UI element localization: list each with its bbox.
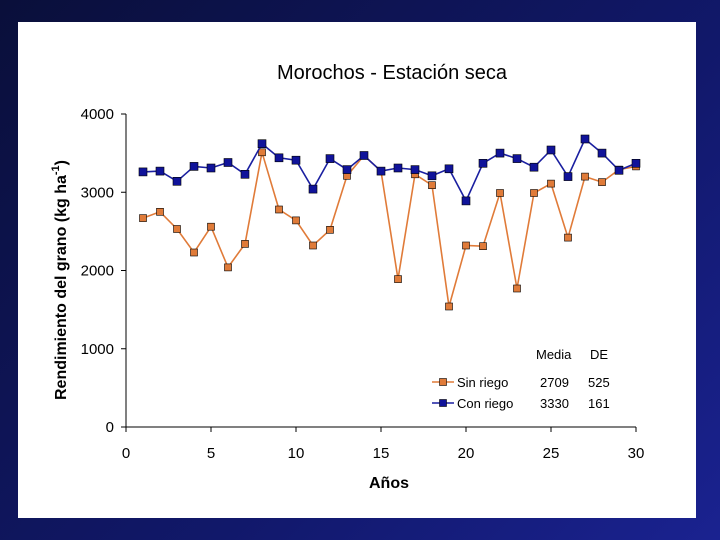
data-point-sin-riego (598, 178, 606, 186)
data-point-con-riego (512, 154, 522, 163)
data-point-con-riego (444, 164, 454, 174)
x-tick-labels: 0 5 10 15 20 25 30 (122, 445, 645, 462)
data-point-con-riego (546, 145, 556, 155)
data-point-con-riego (597, 148, 607, 158)
legend-marker-con-riego (439, 399, 447, 407)
data-point-con-riego (189, 162, 199, 171)
x-tick-label: 15 (373, 445, 390, 462)
data-point-sin-riego (513, 284, 521, 293)
data-point-con-riego (291, 155, 301, 165)
x-tick-label: 10 (288, 445, 305, 462)
data-point-con-riego (461, 196, 471, 206)
x-tick-label: 25 (543, 445, 560, 462)
data-point-sin-riego (292, 216, 300, 225)
data-point-con-riego (529, 162, 539, 172)
legend-header-mean: Media (536, 347, 572, 362)
data-point-sin-riego (462, 241, 470, 250)
data-point-con-riego (155, 166, 165, 176)
data-point-con-riego (257, 139, 267, 148)
x-tick-label: 20 (458, 445, 475, 462)
data-point-con-riego (614, 166, 624, 175)
data-point-sin-riego (224, 263, 232, 272)
data-point-con-riego (410, 165, 420, 174)
data-point-sin-riego (530, 189, 538, 197)
data-point-con-riego (274, 153, 284, 163)
x-axis-label: Años (369, 475, 409, 492)
data-point-con-riego (308, 184, 318, 194)
slide-panel: Morochos - Estación seca Rendimiento del… (18, 22, 696, 518)
data-point-con-riego (563, 172, 573, 181)
legend-sd-sin-riego: 525 (588, 375, 610, 390)
data-point-sin-riego (394, 275, 402, 283)
data-point-sin-riego (190, 248, 198, 257)
data-point-con-riego (138, 167, 148, 177)
series-line-sin-riego (142, 152, 637, 307)
y-tick-label: 4000 (81, 106, 114, 123)
axes (121, 113, 637, 432)
data-point-con-riego (359, 151, 369, 160)
data-point-con-riego (325, 154, 335, 163)
y-tick-label: 0 (106, 419, 114, 436)
x-tick-label: 30 (628, 445, 645, 462)
y-tick-label: 2000 (81, 263, 114, 280)
data-point-sin-riego (258, 148, 266, 157)
x-tick-label: 5 (207, 445, 215, 462)
data-point-con-riego (240, 170, 250, 179)
data-point-sin-riego (428, 181, 436, 189)
data-point-sin-riego (326, 226, 334, 234)
series-group (138, 134, 641, 311)
data-point-sin-riego (581, 172, 589, 181)
data-point-sin-riego (139, 214, 147, 222)
data-point-con-riego (172, 177, 182, 186)
yield-line-chart: Morochos - Estación seca Rendimiento del… (50, 62, 645, 492)
data-point-con-riego (580, 134, 590, 144)
legend-header-sd: DE (590, 347, 608, 362)
data-point-con-riego (631, 159, 641, 168)
legend-mean-sin-riego: 2709 (540, 375, 569, 390)
legend-sd-con-riego: 161 (588, 396, 610, 411)
data-point-sin-riego (156, 208, 164, 216)
data-point-con-riego (342, 165, 352, 174)
data-point-sin-riego (547, 179, 555, 188)
y-axis-label: Rendimiento del grano (kg ha-1) (50, 160, 70, 400)
y-tick-labels: 0 1000 2000 3000 4000 (81, 106, 114, 436)
data-point-con-riego (376, 166, 386, 176)
data-point-sin-riego (173, 225, 181, 233)
data-point-sin-riego (275, 205, 283, 214)
y-tick-label: 1000 (81, 341, 114, 358)
data-point-con-riego (393, 163, 403, 173)
data-point-con-riego (478, 159, 488, 168)
data-point-sin-riego (207, 222, 215, 231)
legend-label-con-riego: Con riego (457, 396, 513, 411)
data-point-sin-riego (309, 241, 317, 250)
data-point-con-riego (495, 148, 505, 158)
data-point-con-riego (427, 171, 437, 181)
data-point-sin-riego (564, 233, 572, 242)
legend-marker-sin-riego (439, 378, 447, 386)
data-point-con-riego (223, 158, 233, 167)
data-point-con-riego (206, 163, 216, 173)
series-line-con-riego (142, 137, 637, 203)
data-point-sin-riego (496, 189, 504, 197)
data-point-sin-riego (445, 302, 453, 311)
chart-title: Morochos - Estación seca (277, 62, 508, 84)
x-tick-label: 0 (122, 445, 130, 462)
y-tick-label: 3000 (81, 184, 114, 201)
legend-label-sin-riego: Sin riego (457, 375, 508, 390)
data-point-sin-riego (241, 240, 249, 248)
data-point-sin-riego (479, 242, 487, 250)
legend-mean-con-riego: 3330 (540, 396, 569, 411)
legend: Media DE Sin riego 2709 525 Con riego 33… (432, 347, 610, 411)
